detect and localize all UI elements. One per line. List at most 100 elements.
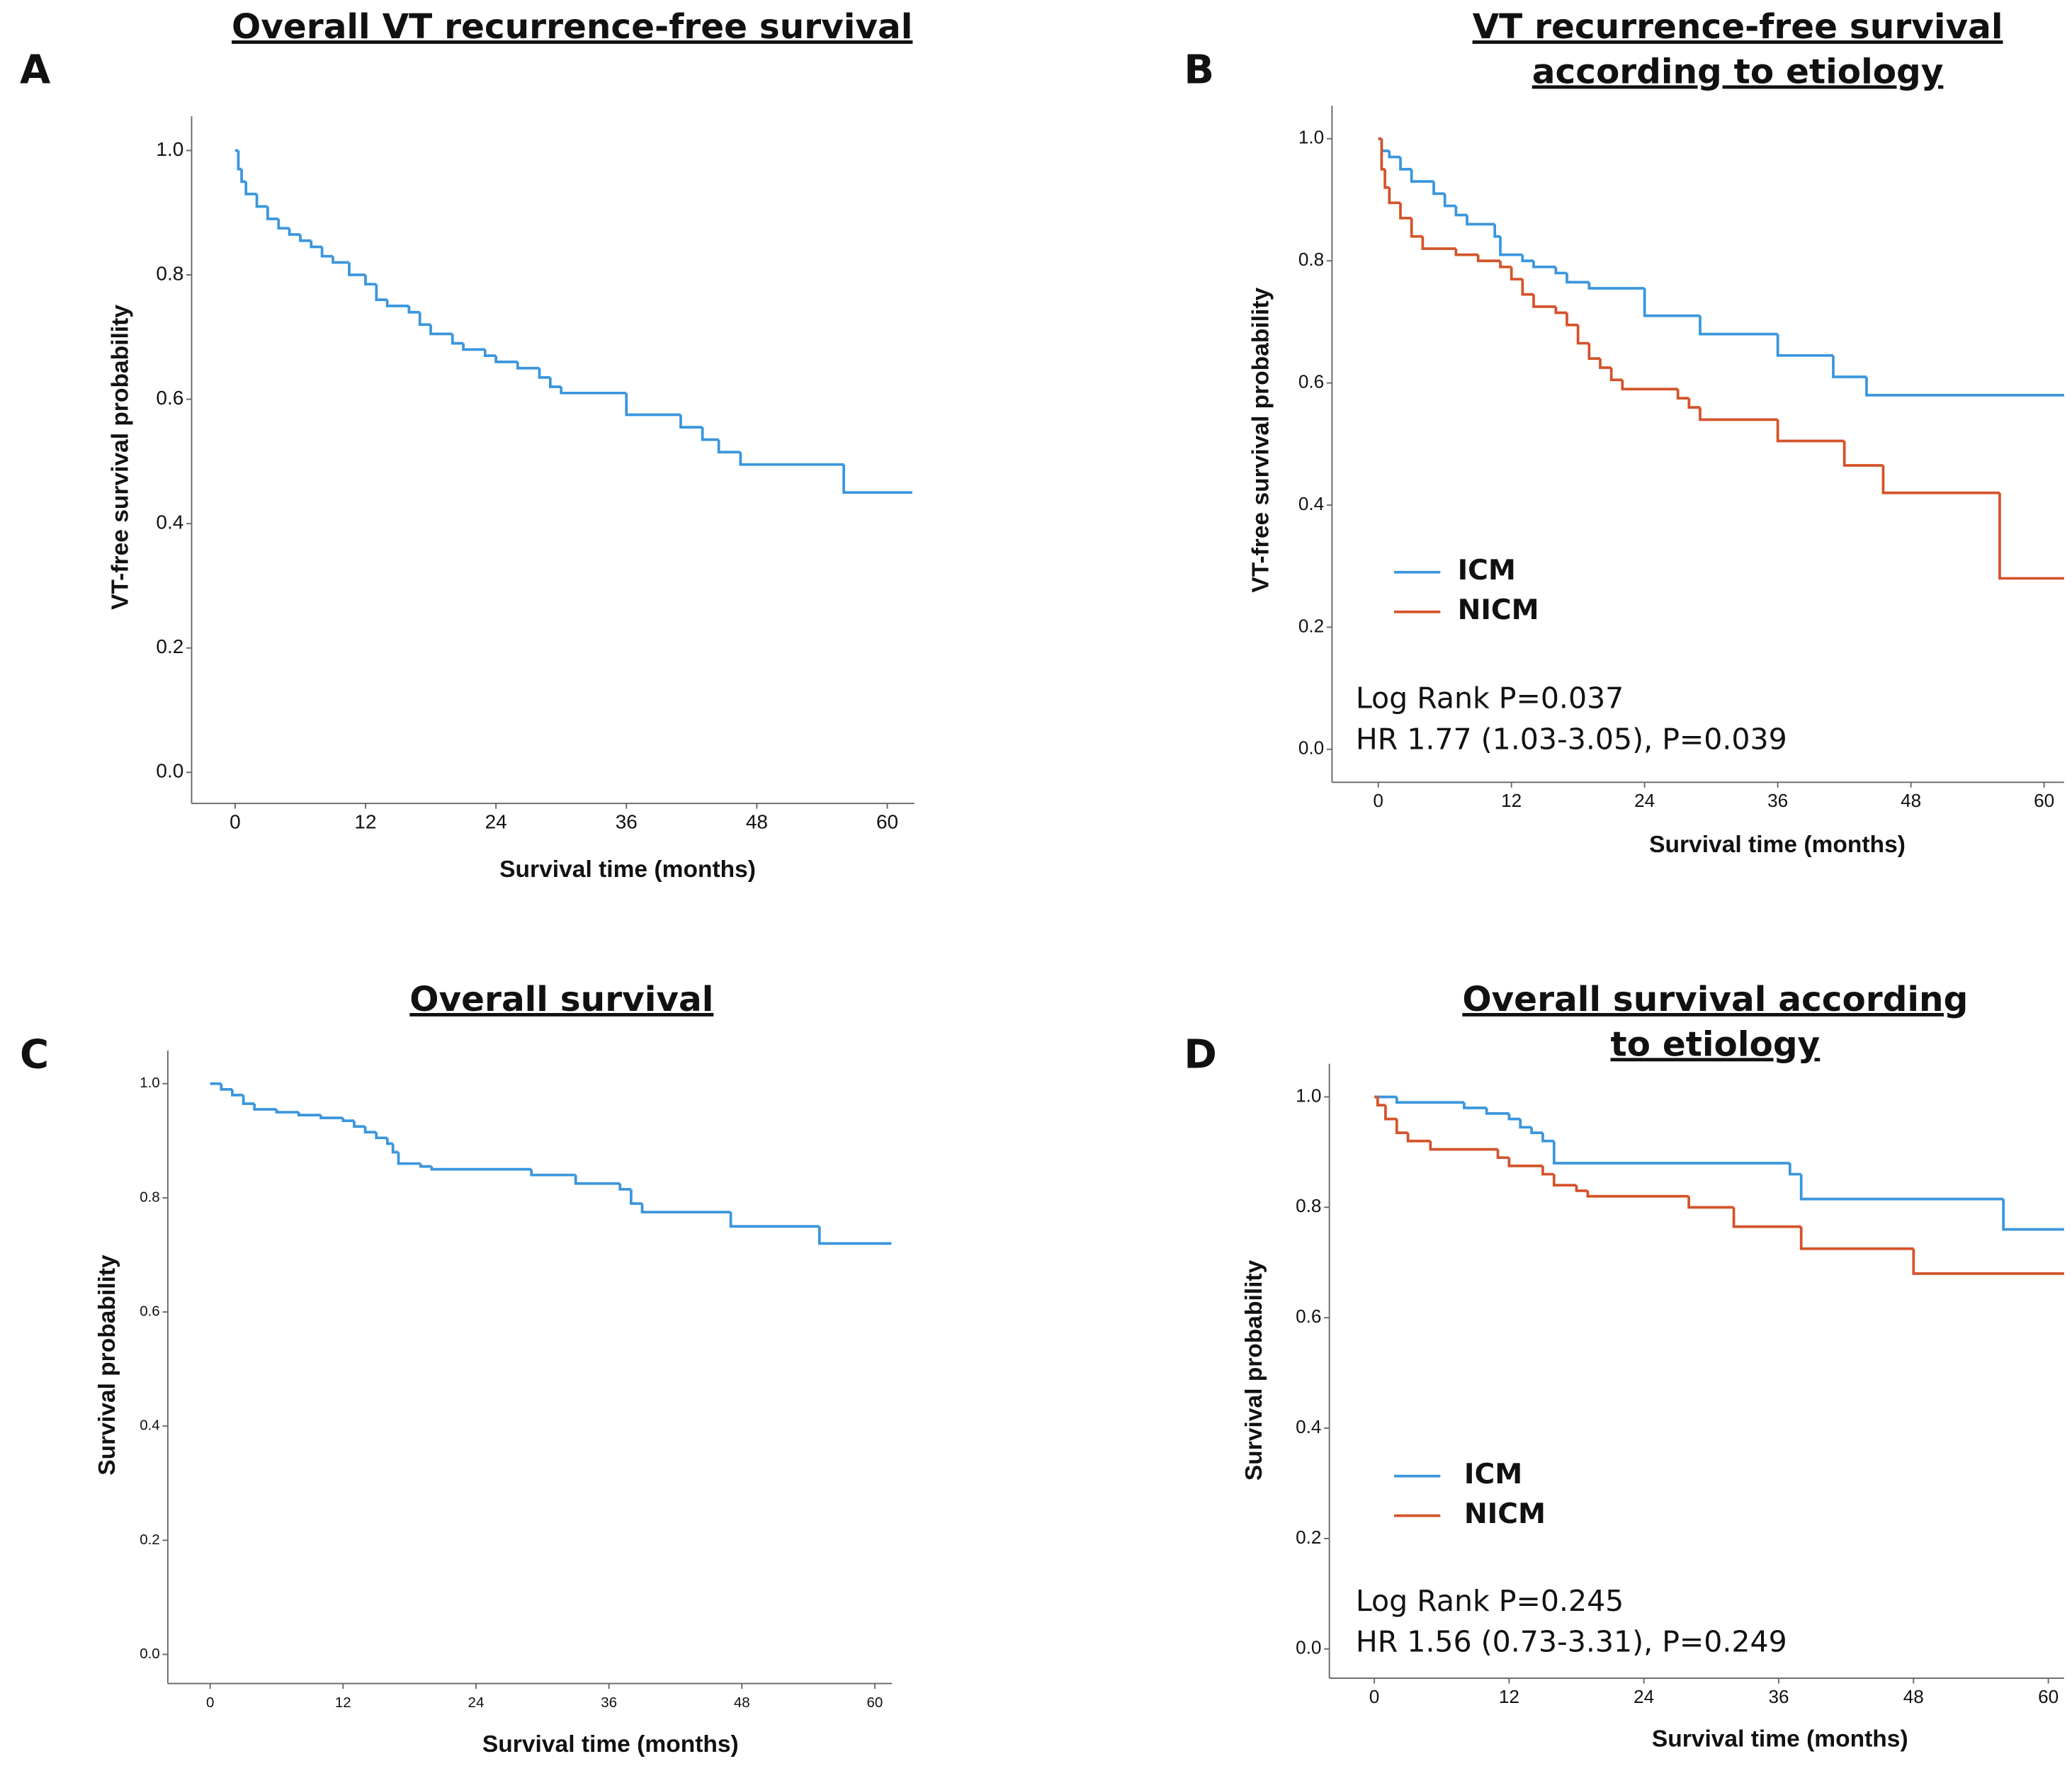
survival-step — [244, 181, 257, 196]
survival-step — [1421, 236, 1456, 250]
y-tick-label: 0.2 — [156, 635, 183, 657]
survival-step — [419, 1163, 432, 1168]
survival-step — [397, 1152, 421, 1165]
annotation: Log Rank P=0.245 — [1356, 1584, 1624, 1618]
survival-step — [240, 169, 247, 183]
survival-step — [1532, 294, 1556, 308]
y-tick-label: 0.8 — [140, 1189, 159, 1205]
survival-step — [462, 343, 485, 351]
survival-step — [1776, 334, 1833, 357]
x-axis-label: Survival time (months) — [1652, 1726, 1908, 1753]
survival-step — [630, 1189, 642, 1205]
y-tick-label: 0.6 — [1298, 370, 1324, 392]
survival-step — [310, 240, 322, 249]
survival-step — [385, 300, 409, 307]
survival-step — [1466, 215, 1495, 226]
legend-label: ICM — [1458, 555, 1516, 587]
survival-step — [640, 1203, 731, 1213]
x-tick-label: 48 — [1903, 1686, 1924, 1707]
x-tick-label: 0 — [230, 811, 241, 833]
x-tick-label: 24 — [1634, 1686, 1654, 1707]
x-tick-label: 60 — [876, 811, 898, 833]
survival-step — [1510, 266, 1523, 281]
annotation: HR 1.56 (0.73-3.31), P=0.249 — [1356, 1625, 1787, 1659]
survival-step — [1881, 465, 2000, 494]
y-tick-label: 0.0 — [1296, 1637, 1321, 1658]
x-tick-label: 0 — [1369, 1686, 1380, 1707]
survival-step — [1532, 261, 1556, 268]
x-tick-label: 24 — [468, 1694, 485, 1711]
survival-step — [701, 427, 719, 441]
survival-step — [1699, 407, 1778, 421]
survival-step — [1499, 236, 1523, 256]
survival-step — [1410, 217, 1423, 238]
y-tick-label: 1.0 — [140, 1075, 159, 1091]
legend-label: NICM — [1464, 1498, 1546, 1530]
survival-step — [1699, 315, 1778, 336]
survival-step — [1507, 1113, 1521, 1121]
x-axis-label: Survival time (months) — [1649, 832, 1906, 858]
y-axis-label: Survival probability — [1241, 1260, 1267, 1481]
y-tick-label: 0.8 — [156, 262, 183, 284]
survival-step — [418, 312, 431, 327]
survival-step — [1554, 306, 1567, 315]
survival-step — [1399, 203, 1412, 220]
x-tick-label: 12 — [335, 1694, 351, 1711]
survival-step — [1788, 1162, 1801, 1176]
survival-step — [1388, 151, 1401, 159]
survival-step — [2002, 1199, 2064, 1231]
panel-title: Overall VT recurrence-free survival — [232, 7, 912, 47]
y-tick-label: 0.6 — [140, 1303, 159, 1319]
annotation: Log Rank P=0.037 — [1356, 681, 1624, 715]
survival-step — [391, 1143, 399, 1154]
x-tick-label: 24 — [485, 811, 507, 833]
x-tick-label: 60 — [2034, 790, 2054, 811]
survival-step — [297, 1112, 322, 1116]
survival-step — [375, 284, 387, 302]
survival-step — [1776, 419, 1845, 443]
y-tick-label: 0.0 — [1298, 737, 1324, 759]
survival-step — [407, 305, 420, 314]
survival-step — [429, 324, 453, 336]
survival-step — [1676, 389, 1689, 400]
survival-step — [1576, 324, 1590, 345]
survival-step — [1842, 441, 1884, 467]
survival-step — [1575, 1185, 1588, 1192]
survival-step — [739, 452, 844, 466]
survival-step — [1521, 254, 1534, 263]
panel-letter: D — [1184, 1031, 1216, 1077]
survival-step — [1587, 343, 1600, 360]
x-tick-label: 48 — [734, 1694, 750, 1711]
panel-letter: C — [20, 1031, 49, 1077]
survival-step — [1832, 355, 1867, 378]
survival-step — [1383, 169, 1390, 189]
y-tick-label: 0.4 — [1296, 1416, 1321, 1437]
panel-letter: B — [1184, 47, 1214, 94]
x-tick-label: 48 — [746, 811, 768, 833]
panel-title: according to etiology — [1532, 52, 1944, 91]
survival-step — [299, 234, 312, 242]
survival-step — [375, 1132, 387, 1140]
survival-step — [1732, 1207, 1801, 1228]
survival-step — [1643, 288, 1700, 317]
survival-step — [1609, 368, 1623, 382]
survival-step — [1476, 254, 1500, 263]
panel-title: Overall survival according — [1462, 980, 1968, 1019]
y-tick-label: 0.2 — [140, 1532, 159, 1548]
survival-step — [548, 377, 562, 388]
y-tick-label: 1.0 — [1298, 127, 1324, 148]
survival-step — [530, 1169, 576, 1177]
x-tick-label: 60 — [867, 1694, 883, 1711]
survival-step — [1443, 193, 1456, 208]
survival-step — [242, 1094, 255, 1105]
survival-step — [363, 1126, 377, 1134]
annotation: HR 1.77 (1.03-3.05), P=0.039 — [1356, 723, 1787, 757]
x-tick-label: 24 — [1634, 790, 1655, 811]
survival-step — [1499, 261, 1512, 268]
survival-step — [1507, 1157, 1543, 1167]
y-tick-label: 0.4 — [140, 1417, 159, 1434]
legend-label: ICM — [1464, 1459, 1522, 1490]
survival-step — [1406, 1133, 1431, 1143]
survival-step — [1429, 1140, 1498, 1151]
